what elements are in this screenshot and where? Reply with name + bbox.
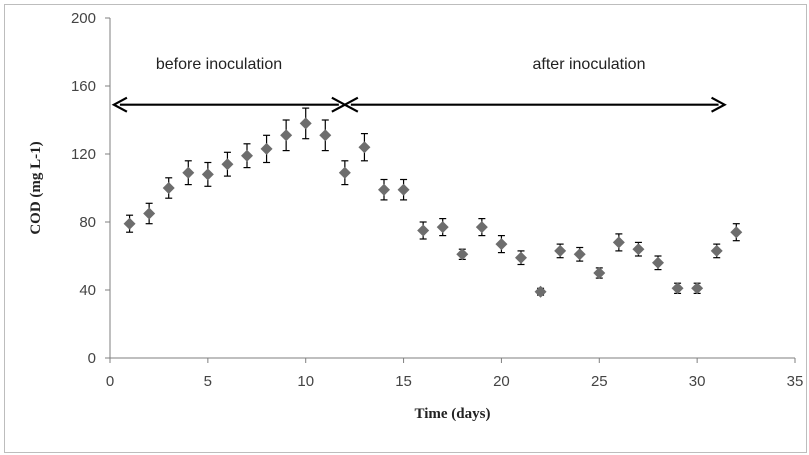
x-tick-label: 30 [689,373,706,390]
y-tick-label: 120 [71,146,96,163]
diamond-marker [671,282,684,295]
data-point [573,246,586,262]
y-ticks: 0 40 80 120 160 200 [71,10,110,367]
data-point [123,214,136,233]
data-point [730,223,743,242]
diamond-marker [710,244,723,257]
diamond-marker [162,182,175,194]
data-point [652,255,664,271]
diamond-marker [358,141,371,154]
diamond-marker [260,142,273,155]
diamond-marker [221,158,234,171]
data-point [417,221,430,240]
data-point [358,133,371,162]
y-axis-title: COD (mg L-1) [28,141,44,234]
data-points [123,107,743,298]
data-point [182,160,195,186]
y-tick-label: 0 [88,350,96,367]
data-point [162,177,175,199]
data-point [475,218,488,237]
diamond-marker [475,221,488,234]
diamond-marker [612,236,625,249]
diamond-marker [201,168,214,181]
data-point [534,285,547,298]
data-point [280,119,293,152]
axes [109,18,795,359]
diamond-marker [280,129,293,142]
data-point [436,218,449,237]
diamond-marker [299,117,312,130]
arrow-head-left [342,96,359,113]
x-tick-label: 10 [297,373,314,390]
data-point [671,282,684,295]
diamond-marker [182,166,195,179]
diamond-marker [241,149,253,162]
annotation-before-inoculation: before inoculation [156,56,282,73]
arrows [111,96,727,113]
diamond-marker [730,226,743,239]
data-point [260,134,273,164]
diamond-marker [534,285,547,298]
data-point [456,248,469,261]
data-point [241,143,253,169]
data-point [319,119,332,152]
data-point [338,160,351,186]
arrow-head-left [111,96,128,113]
diamond-marker [573,248,586,261]
diamond-marker [554,244,567,257]
diamond-marker [123,217,136,230]
data-point [397,178,410,201]
diamond-marker [593,267,606,279]
data-point [554,243,567,259]
data-point [201,161,214,187]
y-tick-label: 40 [79,282,96,299]
y-tick-label: 80 [79,214,96,231]
x-ticks: 0 5 10 15 20 25 30 35 [106,358,804,390]
diamond-marker [652,256,664,269]
y-tick-label: 160 [71,78,96,95]
diamond-marker [632,243,645,256]
x-tick-label: 0 [106,373,114,390]
data-point [515,250,527,266]
data-point [299,107,312,140]
diamond-marker [378,183,390,196]
diamond-marker [691,282,704,295]
diamond-marker [436,221,449,234]
x-tick-label: 5 [204,373,212,390]
x-axis-title: Time (days) [415,406,491,422]
diamond-marker [515,251,527,264]
chart-frame [4,4,807,453]
diamond-marker [319,129,332,142]
data-point [593,267,606,279]
diamond-marker [417,224,430,237]
data-point [221,151,234,177]
annotations: before inoculation after inoculation [156,56,646,73]
x-tick-label: 15 [395,373,412,390]
data-point [612,233,625,252]
diamond-marker [143,207,156,220]
data-point [710,243,723,259]
arrow-head-right [711,96,727,113]
diamond-marker [338,166,351,179]
x-tick-label: 35 [787,373,804,390]
diamond-marker [397,183,410,196]
data-point [632,241,645,257]
data-point [143,202,156,225]
annotation-after-inoculation: after inoculation [533,56,646,73]
diamond-marker [495,238,508,251]
x-tick-label: 25 [591,373,608,390]
data-point [378,178,390,201]
data-point [691,282,704,295]
diamond-marker [456,248,469,261]
y-tick-label: 200 [71,10,96,27]
x-tick-label: 20 [493,373,510,390]
data-point [495,235,508,254]
